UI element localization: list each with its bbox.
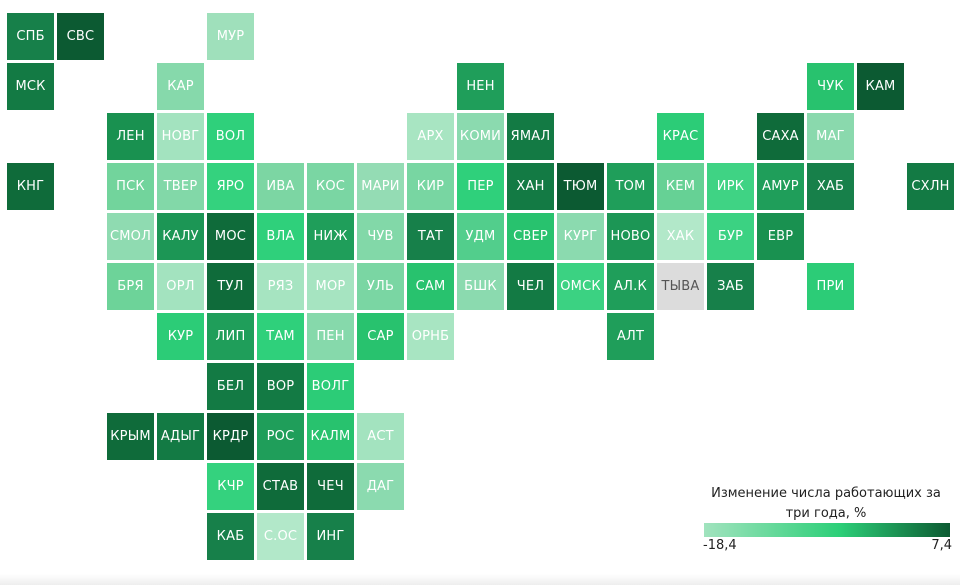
region-tile[interactable]: НОВГ <box>157 113 204 160</box>
region-tile[interactable]: ТАТ <box>407 213 454 260</box>
region-tile[interactable]: ХАК <box>657 213 704 260</box>
region-tile[interactable]: УЛЬ <box>357 263 404 310</box>
region-tile[interactable]: КАЛУ <box>157 213 204 260</box>
region-tile[interactable]: СХЛН <box>907 163 954 210</box>
region-tile[interactable]: АРХ <box>407 113 454 160</box>
region-tile[interactable]: КАМ <box>857 63 904 110</box>
region-tile[interactable]: МАРИ <box>357 163 404 210</box>
region-tile[interactable]: БШК <box>457 263 504 310</box>
region-tile[interactable]: ТЮМ <box>557 163 604 210</box>
region-tile[interactable]: ИВА <box>257 163 304 210</box>
region-tile[interactable]: ЧУВ <box>357 213 404 260</box>
region-tile[interactable]: ТАМ <box>257 313 304 360</box>
bottom-shadow <box>0 574 960 585</box>
region-tile[interactable]: МАГ <box>807 113 854 160</box>
region-tile[interactable]: ИРК <box>707 163 754 210</box>
region-tile[interactable]: КОМИ <box>457 113 504 160</box>
region-tile[interactable]: ЛИП <box>207 313 254 360</box>
region-tile[interactable]: ЕВР <box>757 213 804 260</box>
region-tile[interactable]: ХАН <box>507 163 554 210</box>
region-tile[interactable]: КАР <box>157 63 204 110</box>
region-tile[interactable]: МСК <box>7 63 54 110</box>
region-tile[interactable]: ЧЕЧ <box>307 463 354 510</box>
region-tile[interactable]: КРЫМ <box>107 413 154 460</box>
region-tile[interactable]: ВОЛГ <box>307 363 354 410</box>
region-tile[interactable]: ВОР <box>257 363 304 410</box>
region-tile[interactable]: ЧУК <box>807 63 854 110</box>
region-tile[interactable]: КУРГ <box>557 213 604 260</box>
legend-gradient-bar <box>704 523 950 537</box>
region-tile[interactable]: НОВО <box>607 213 654 260</box>
region-tile[interactable]: СМОЛ <box>107 213 154 260</box>
region-tile[interactable]: РОС <box>257 413 304 460</box>
region-tile[interactable]: АДЫГ <box>157 413 204 460</box>
region-tile[interactable]: ЯМАЛ <box>507 113 554 160</box>
region-tile[interactable]: ОМСК <box>557 263 604 310</box>
region-tile[interactable]: ЧЕЛ <box>507 263 554 310</box>
region-tile[interactable]: ТЫВА <box>657 263 704 310</box>
region-tile[interactable]: КУР <box>157 313 204 360</box>
legend-max-label: 7,4 <box>931 538 952 553</box>
region-tile[interactable]: АЛТ <box>607 313 654 360</box>
region-tile[interactable]: КИР <box>407 163 454 210</box>
region-tile[interactable]: МОР <box>307 263 354 310</box>
region-tile[interactable]: УДМ <box>457 213 504 260</box>
region-tile[interactable]: АСТ <box>357 413 404 460</box>
region-tile[interactable]: ОРЛ <box>157 263 204 310</box>
region-tile[interactable]: АЛ.К <box>607 263 654 310</box>
region-tile[interactable]: КОС <box>307 163 354 210</box>
region-tile[interactable]: ИНГ <box>307 513 354 560</box>
region-tile[interactable]: КНГ <box>7 163 54 210</box>
region-tile[interactable]: СВС <box>57 13 104 60</box>
region-tile[interactable]: БЕЛ <box>207 363 254 410</box>
region-tile[interactable]: КАЛМ <box>307 413 354 460</box>
region-tile[interactable]: СТАВ <box>257 463 304 510</box>
region-tile[interactable]: ТВЕР <box>157 163 204 210</box>
region-tile[interactable]: РЯЗ <box>257 263 304 310</box>
region-tile[interactable]: С.ОС <box>257 513 304 560</box>
region-tile[interactable]: БРЯ <box>107 263 154 310</box>
region-tile[interactable]: ДАГ <box>357 463 404 510</box>
color-legend: Изменение числа работающих за три года, … <box>700 484 952 554</box>
region-tile[interactable]: САМ <box>407 263 454 310</box>
region-tile[interactable]: СПБ <box>7 13 54 60</box>
region-tile[interactable]: СВЕР <box>507 213 554 260</box>
legend-title: Изменение числа работающих за три года, … <box>711 486 941 521</box>
region-tile[interactable]: КЧР <box>207 463 254 510</box>
region-tile[interactable]: ВЛА <box>257 213 304 260</box>
region-tile[interactable]: ПЕН <box>307 313 354 360</box>
region-tile[interactable]: ВОЛ <box>207 113 254 160</box>
region-tile[interactable]: ПСК <box>107 163 154 210</box>
region-tile[interactable]: КРАС <box>657 113 704 160</box>
region-tile[interactable]: МУР <box>207 13 254 60</box>
region-tile[interactable]: САХА <box>757 113 804 160</box>
region-tile[interactable]: КРДР <box>207 413 254 460</box>
region-tile[interactable]: МОС <box>207 213 254 260</box>
region-tile[interactable]: АМУР <box>757 163 804 210</box>
region-tile[interactable]: НИЖ <box>307 213 354 260</box>
region-tile[interactable]: БУР <box>707 213 754 260</box>
region-tile[interactable]: ПЕР <box>457 163 504 210</box>
region-tile[interactable]: ПРИ <box>807 263 854 310</box>
region-tile[interactable]: ОРНБ <box>407 313 454 360</box>
legend-min-label: -18,4 <box>703 538 737 553</box>
region-tile[interactable]: ЯРО <box>207 163 254 210</box>
region-tile[interactable]: ТОМ <box>607 163 654 210</box>
region-tile[interactable]: ХАБ <box>807 163 854 210</box>
region-tile[interactable]: САР <box>357 313 404 360</box>
region-tile[interactable]: КЕМ <box>657 163 704 210</box>
region-tile[interactable]: ЗАБ <box>707 263 754 310</box>
region-tile[interactable]: ТУЛ <box>207 263 254 310</box>
region-tile[interactable]: ЛЕН <box>107 113 154 160</box>
region-tile[interactable]: КАБ <box>207 513 254 560</box>
region-tile[interactable]: НЕН <box>457 63 504 110</box>
